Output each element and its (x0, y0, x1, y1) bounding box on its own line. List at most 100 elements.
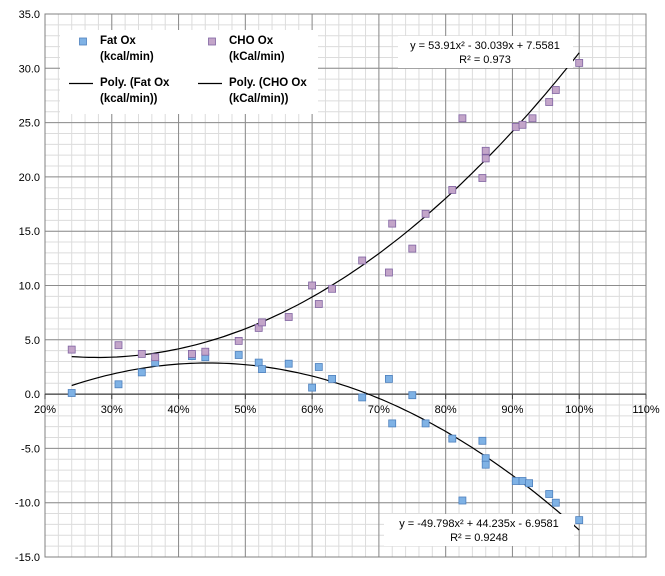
x-tick-label: 80% (435, 404, 457, 416)
y-tick-label: 5.0 (25, 335, 40, 347)
legend-label: (kCal/min) (229, 51, 285, 63)
y-tick-label: 20.0 (19, 172, 40, 184)
cho-equation-text: y = 53.91x² - 30.039x + 7.5581 (410, 40, 560, 52)
cho-ox-point (551, 86, 560, 94)
legend-entry: Poly. (CHO Ox (kCal/min)) (198, 77, 307, 105)
x-tick-label: 100% (565, 404, 593, 416)
fat-ox-point (254, 358, 263, 367)
fat-ox-point (408, 391, 417, 400)
axes (44, 13, 647, 558)
fat-ox-point (421, 419, 430, 428)
legend-marker-swatch (208, 37, 216, 46)
legend-label: (kCal/min)) (229, 93, 289, 105)
y-tick-label: 15.0 (19, 226, 40, 238)
fat-ox-point (511, 477, 520, 485)
cho-ox-point (511, 123, 520, 131)
legend: Fat Ox (kcal/min) CHO Ox (kCal/min) Poly. (F… (60, 30, 318, 114)
cho-ox-point (448, 185, 457, 194)
fat-ox-point (284, 359, 293, 368)
x-tick-label: 50% (234, 404, 256, 416)
x-tick-label: 70% (368, 404, 390, 416)
legend-marker-swatch (79, 37, 87, 46)
cho-ox-point (388, 219, 397, 228)
cho-ox-point (328, 284, 337, 293)
fat-ox-point (575, 516, 584, 524)
cho-ox-point (314, 300, 323, 308)
cho-ox-point (481, 146, 490, 155)
fat-ox-point (545, 490, 554, 498)
x-tick-label: 90% (501, 404, 523, 416)
y-tick-label: 25.0 (19, 118, 40, 130)
cho-ox-point (545, 98, 554, 106)
y-tick-labels: -15.0 -10.0 -5.0 0.0 5.0 10.0 15.0 20.0 25.0 30.0… (15, 9, 40, 564)
cho-equation-box (398, 36, 573, 68)
cho-ox-point (201, 347, 210, 356)
cho-ox-point (284, 313, 293, 321)
legend-label: Poly. (CHO Ox (229, 77, 307, 89)
x-tick-label: 60% (301, 404, 323, 416)
legend-entry: CHO Ox (kCal/min) (208, 35, 285, 63)
legend-label: Fat Ox (100, 35, 136, 47)
fat-ox-point (328, 374, 337, 383)
x-tick-labels: 20% 30% 40% 50% 60% 70% 80% 90% 100% 110% (34, 404, 660, 416)
cho-ox-point (458, 114, 467, 123)
x-tick-label: 30% (101, 404, 123, 416)
y-tick-label: -10.0 (15, 498, 40, 510)
cho-ox-point (114, 341, 123, 350)
fat-ox-point (388, 419, 397, 428)
y-tick-label: 30.0 (19, 63, 40, 75)
cho-ox-point (258, 318, 266, 327)
cho-ox-point (187, 349, 196, 358)
fat-equation-text: y = -49.798x² + 44.235x - 6.9581 (399, 518, 559, 530)
y-tick-label: 35.0 (19, 9, 40, 21)
fat-ox-point (234, 351, 243, 359)
legend-label: (kcal/min) (100, 51, 154, 63)
x-tick-label: 110% (632, 404, 660, 416)
legend-label: (kcal/min)) (100, 93, 158, 105)
fat-ox-point (358, 393, 367, 402)
cho-ox-point (67, 345, 76, 354)
fat-ox-point (448, 434, 457, 443)
fat-ox-point (314, 363, 323, 371)
cho-r-squared-text: R² = 0.973 (459, 54, 511, 66)
cho-trendline-label: y = 53.91x² - 30.039x + 7.5581 R² = 0.97… (398, 36, 573, 68)
fat-ox-point (525, 479, 533, 488)
plot-area-border (44, 13, 647, 558)
y-tick-label: -15.0 (15, 552, 40, 564)
legend-label: CHO Ox (229, 35, 274, 47)
y-tick-label: -5.0 (21, 443, 40, 455)
cho-ox-point (518, 120, 527, 129)
cho-ox-point (151, 353, 160, 362)
fat-ox-point (481, 460, 490, 469)
fat-r-squared-text: R² = 0.9248 (450, 532, 508, 544)
cho-ox-point (308, 281, 317, 290)
cho-ox-point (478, 174, 487, 182)
fat-ox-point (481, 454, 490, 463)
fat-ox-point (518, 477, 527, 485)
fat-ox-point (137, 368, 146, 377)
cho-ox-trendline (71, 52, 580, 359)
cho-ox-point (528, 114, 537, 123)
fat-ox-point (308, 383, 317, 392)
cho-ox-point (575, 59, 584, 67)
legend-entry: Fat Ox (kcal/min) (79, 35, 154, 63)
data-markers (67, 59, 584, 524)
fat-equation-box (384, 514, 574, 546)
x-tick-label: 20% (34, 404, 56, 416)
cho-ox-point (137, 349, 146, 358)
fat-ox-point (67, 389, 76, 397)
fat-ox-point (458, 496, 467, 505)
fat-ox-point (258, 365, 266, 374)
cho-ox-point (408, 244, 417, 253)
y-tick-label: 10.0 (19, 281, 40, 293)
cho-ox-point (234, 336, 243, 345)
legend-label: Poly. (Fat Ox (100, 77, 170, 89)
fat-ox-point (114, 380, 123, 389)
legend-background (60, 30, 318, 114)
y-tick-label: 0.0 (25, 389, 40, 401)
cho-ox-point (481, 154, 490, 163)
fat-ox-point (384, 374, 393, 383)
cho-ox-point (421, 209, 430, 218)
